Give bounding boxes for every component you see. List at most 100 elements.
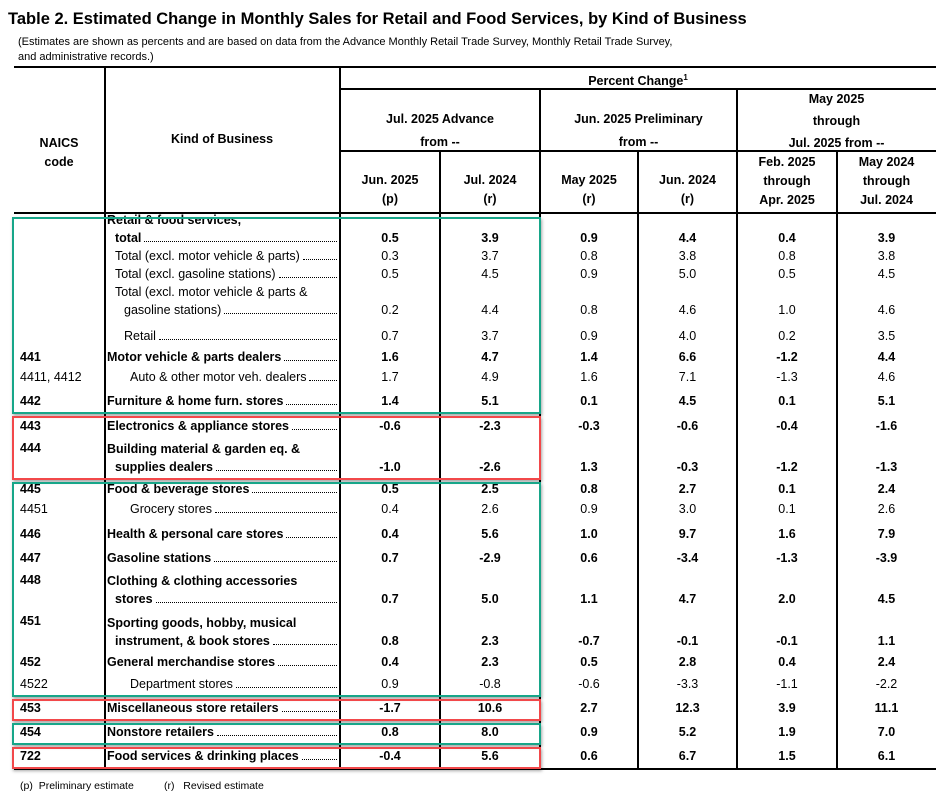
percent-change-value: 1.9 (778, 725, 796, 739)
table-row: 454 Nonstore retailers 0.8 8.0 0.9 5.2 1.9 7.0 (0, 720, 952, 744)
footnote-text: Revised estimate (183, 780, 264, 792)
percent-change-value: 4.5 (877, 267, 896, 281)
kind-of-business-line: Building material & garden eq. & (107, 440, 337, 458)
kind-of-business: Auto & other motor veh. dealers (107, 368, 337, 386)
dot-leader (155, 602, 337, 603)
naics-code: 442 (20, 394, 41, 408)
kind-of-business-text: instrument, & book stores (115, 634, 270, 648)
naics-code: 447 (20, 551, 41, 565)
column-group-header-line: Jun. 2025 Preliminary (574, 112, 703, 126)
table-row: 448 Clothing & clothing accessories stores… (0, 570, 952, 611)
naics-code: 4451 (20, 502, 48, 516)
percent-change-value: 0.8 (381, 725, 399, 739)
percent-change-value: 4.7 (678, 592, 697, 606)
dot-leader (158, 339, 337, 340)
percent-change-value: 0.5 (778, 267, 796, 281)
percent-change-value: -0.1 (776, 634, 798, 648)
percent-change-value: -1.2 (776, 350, 798, 364)
percent-change-value: 5.1 (877, 394, 896, 408)
percent-change-value: 7.9 (877, 527, 896, 541)
percent-change-value: -0.3 (578, 419, 600, 433)
kind-of-business-line: instrument, & book stores (107, 632, 337, 650)
naics-code: 441 (20, 350, 41, 364)
percent-change-value: 4.9 (481, 370, 499, 384)
percent-change-value: 4.5 (877, 592, 896, 606)
percent-change-value: 5.0 (481, 592, 499, 606)
percent-change-value: 0.4 (778, 655, 796, 669)
column-header: Jun. 2024 (r) (638, 171, 737, 209)
percent-change-value: 1.1 (877, 634, 896, 648)
table-row: Retail & food services, total 0.5 3.9 0.9 4.4… (0, 211, 952, 250)
naics-code: 722 (20, 749, 41, 763)
naics-code: 443 (20, 419, 41, 433)
percent-change-value: 0.4 (381, 655, 399, 669)
kind-of-business-line: total (107, 229, 337, 247)
percent-change-value: 2.7 (678, 482, 697, 496)
dot-leader (301, 759, 337, 760)
column-header-line: Feb. 2025 (758, 155, 816, 169)
percent-change-value: 3.7 (481, 249, 499, 263)
kind-of-business-text: Grocery stores (130, 502, 212, 516)
percent-change-value: 2.3 (481, 655, 499, 669)
kind-of-business-line: Electronics & appliance stores (107, 417, 337, 435)
kind-of-business-line: stores (107, 590, 337, 608)
header-rule-1 (340, 88, 936, 90)
percent-change-value: 5.1 (481, 394, 499, 408)
kind-of-business-line: Nonstore retailers (107, 723, 337, 741)
percent-change-value: 4.0 (678, 329, 697, 343)
footnote-revised: (r) Revised estimate (164, 780, 264, 792)
table-bottom-rule (14, 768, 936, 770)
column-divider (836, 150, 838, 770)
table-row: 447 Gasoline stations 0.7 -2.9 0.6 -3.4 -1.3 -3… (0, 546, 952, 570)
table-row: 453 Miscellaneous store retailers -1.7 10.6… (0, 696, 952, 720)
percent-change-value: 3.8 (678, 249, 697, 263)
percent-change-value: 2.4 (877, 655, 896, 669)
percent-change-value: 8.0 (481, 725, 499, 739)
percent-change-value: 4.4 (678, 231, 697, 245)
kind-of-business: Total (excl. motor vehicle & parts) (107, 247, 337, 265)
kind-of-business: Department stores (107, 675, 337, 693)
percent-change-value: 0.6 (580, 749, 598, 763)
kind-of-business: Health & personal care stores (107, 525, 337, 543)
percent-change-value: 0.9 (580, 725, 598, 739)
table-row: 445 Food & beverage stores 0.5 2.5 0.8 2.7 0.1… (0, 479, 952, 501)
table-row: 722 Food services & drinking places -0.4 5.… (0, 744, 952, 768)
percent-change-value: 5.6 (481, 527, 499, 541)
kind-of-business-text: Retail (124, 329, 156, 343)
percent-change-value: 0.9 (580, 502, 598, 516)
dot-leader (215, 470, 337, 471)
percent-change-value: 6.6 (678, 350, 697, 364)
kind-of-business-line: Retail (107, 327, 337, 345)
naics-code: 452 (20, 655, 41, 669)
percent-change-value: 0.5 (381, 267, 399, 281)
column-divider (736, 88, 738, 770)
highlight-box (12, 723, 541, 745)
kind-of-business-line: Auto & other motor veh. dealers (107, 368, 337, 386)
column-group-header: Jun. 2025 Preliminary from -- (540, 108, 737, 154)
percent-change-value: 0.8 (580, 249, 598, 263)
kind-of-business: Food services & drinking places (107, 747, 337, 765)
percent-change-value: 0.5 (381, 231, 399, 245)
kind-of-business: Retail (107, 327, 337, 345)
percent-change-value: -2.9 (479, 551, 501, 565)
column-group-header-line: from -- (420, 135, 460, 149)
kind-of-business: Gasoline stations (107, 549, 337, 567)
table-subtitle-line-1: (Estimates are shown as percents and are… (18, 36, 673, 48)
table-row: Total (excl. motor vehicle & parts & gaso… (0, 285, 952, 322)
kind-of-business: Retail & food services, total (107, 211, 337, 247)
table-row: 443 Electronics & appliance stores -0.6 -2.… (0, 413, 952, 438)
column-divider (104, 66, 106, 770)
percent-change-value: -1.1 (776, 677, 798, 691)
column-group-header-line: through (812, 114, 861, 128)
percent-change-value: 1.1 (580, 592, 598, 606)
footnote-text: Preliminary estimate (38, 780, 134, 792)
kind-of-business: Miscellaneous store retailers (107, 699, 337, 717)
column-group-header: Jul. 2025 Advance from -- (340, 108, 540, 154)
percent-change-value: 6.1 (877, 749, 896, 763)
kind-of-business-text: Food services & drinking places (107, 749, 299, 763)
table-row: 4522 Department stores 0.9 -0.8 -0.6 -3.3 -1.1… (0, 674, 952, 696)
kind-of-business-line: Health & personal care stores (107, 525, 337, 543)
percent-change-value: 11.1 (874, 701, 899, 715)
percent-change-value: 0.1 (778, 394, 796, 408)
naics-code: 446 (20, 527, 41, 541)
